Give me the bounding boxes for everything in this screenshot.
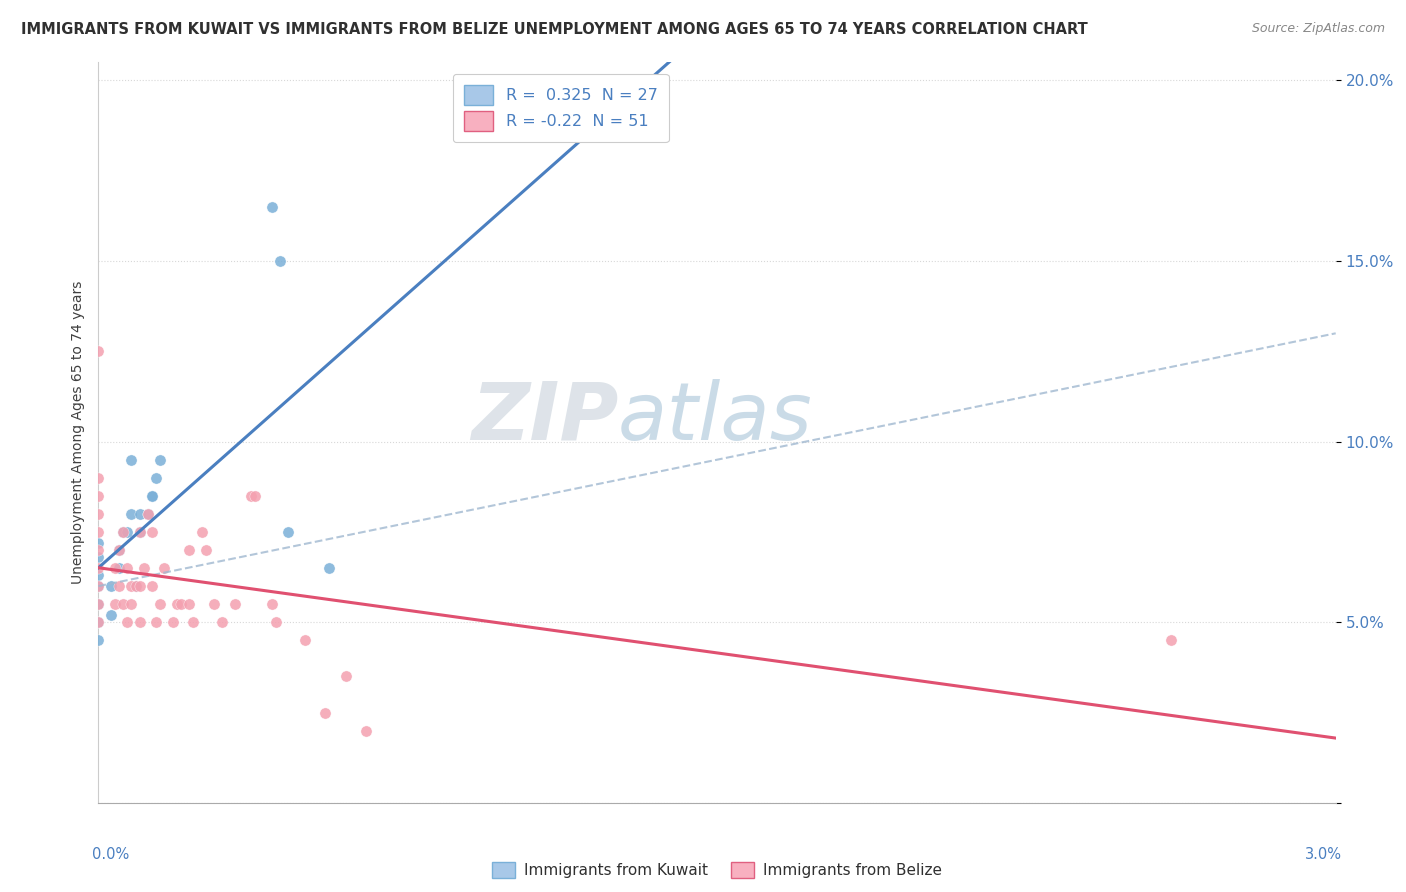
- Point: [87, 633, 110, 648]
- Point: [240, 489, 263, 503]
- Text: 3.0%: 3.0%: [1305, 847, 1341, 863]
- Point: [128, 524, 150, 539]
- Point: [87, 507, 110, 521]
- Point: [128, 615, 150, 630]
- Point: [153, 561, 176, 575]
- Point: [87, 535, 110, 549]
- Point: [108, 543, 131, 558]
- Point: [120, 597, 142, 611]
- Point: [356, 723, 378, 738]
- Point: [166, 597, 188, 611]
- Point: [294, 633, 316, 648]
- Point: [104, 597, 127, 611]
- Point: [120, 507, 142, 521]
- Point: [128, 579, 150, 593]
- Point: [87, 344, 110, 359]
- Point: [145, 471, 167, 485]
- Text: 0.0%: 0.0%: [93, 847, 129, 863]
- Point: [87, 579, 110, 593]
- Point: [211, 615, 233, 630]
- Text: atlas: atlas: [619, 379, 813, 457]
- Point: [87, 561, 110, 575]
- Point: [100, 579, 122, 593]
- Point: [100, 607, 122, 622]
- Point: [124, 579, 146, 593]
- Point: [243, 489, 266, 503]
- Point: [145, 615, 167, 630]
- Point: [194, 543, 217, 558]
- Point: [1160, 633, 1182, 648]
- Point: [136, 507, 159, 521]
- Point: [136, 507, 159, 521]
- Point: [117, 561, 139, 575]
- Point: [264, 615, 287, 630]
- Text: ZIP: ZIP: [471, 379, 619, 457]
- Point: [260, 597, 283, 611]
- Point: [87, 615, 110, 630]
- Point: [132, 561, 155, 575]
- Point: [87, 489, 110, 503]
- Point: [162, 615, 184, 630]
- Point: [141, 489, 163, 503]
- Point: [179, 543, 201, 558]
- Point: [120, 452, 142, 467]
- Legend: Immigrants from Kuwait, Immigrants from Belize: Immigrants from Kuwait, Immigrants from …: [486, 855, 948, 884]
- Point: [260, 200, 283, 214]
- Point: [269, 254, 291, 268]
- Point: [277, 524, 299, 539]
- Point: [149, 597, 172, 611]
- Point: [87, 615, 110, 630]
- Point: [181, 615, 204, 630]
- Point: [87, 524, 110, 539]
- Point: [87, 543, 110, 558]
- Point: [318, 561, 340, 575]
- Point: [117, 524, 139, 539]
- Point: [87, 568, 110, 582]
- Point: [179, 597, 201, 611]
- Point: [124, 579, 146, 593]
- Text: Source: ZipAtlas.com: Source: ZipAtlas.com: [1251, 22, 1385, 36]
- Point: [149, 452, 172, 467]
- Point: [87, 597, 110, 611]
- Point: [104, 561, 127, 575]
- Point: [87, 579, 110, 593]
- Point: [202, 597, 225, 611]
- Point: [141, 524, 163, 539]
- Point: [224, 597, 246, 611]
- Point: [128, 507, 150, 521]
- Point: [108, 543, 131, 558]
- Point: [314, 706, 336, 720]
- Point: [170, 597, 193, 611]
- Point: [112, 597, 135, 611]
- Point: [335, 669, 357, 683]
- Point: [117, 615, 139, 630]
- Point: [108, 579, 131, 593]
- Point: [120, 579, 142, 593]
- Y-axis label: Unemployment Among Ages 65 to 74 years: Unemployment Among Ages 65 to 74 years: [70, 281, 84, 584]
- Point: [87, 471, 110, 485]
- Point: [112, 524, 135, 539]
- Point: [112, 524, 135, 539]
- Text: IMMIGRANTS FROM KUWAIT VS IMMIGRANTS FROM BELIZE UNEMPLOYMENT AMONG AGES 65 TO 7: IMMIGRANTS FROM KUWAIT VS IMMIGRANTS FRO…: [21, 22, 1088, 37]
- Point: [87, 550, 110, 565]
- Point: [141, 489, 163, 503]
- Point: [108, 561, 131, 575]
- Point: [128, 524, 150, 539]
- Point: [190, 524, 212, 539]
- Point: [87, 597, 110, 611]
- Point: [141, 579, 163, 593]
